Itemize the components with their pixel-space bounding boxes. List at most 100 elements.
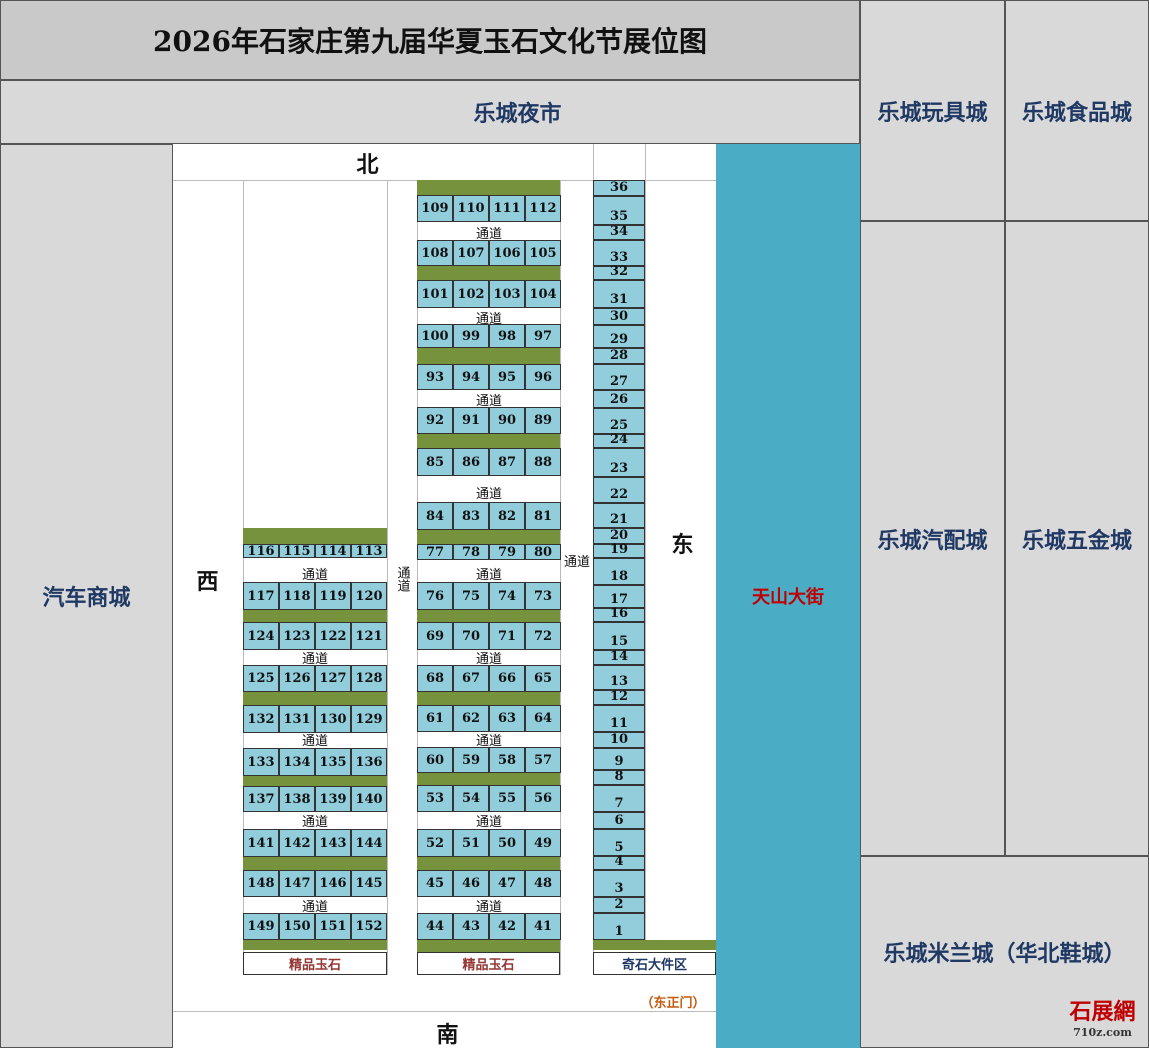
booth: 31 [593, 280, 645, 308]
green-strip [243, 857, 387, 870]
zone-label: 精品玉石 [243, 952, 387, 975]
booth: 21 [593, 503, 645, 528]
booth: 52 [417, 829, 453, 857]
booth: 115 [279, 544, 315, 559]
booth: 118 [279, 582, 315, 610]
aisle-label: 通道 [475, 311, 502, 327]
booth: 63 [489, 705, 525, 732]
booth: 89 [525, 407, 561, 434]
green-strip [243, 776, 387, 786]
booth: 3 [593, 870, 645, 897]
booth: 105 [525, 240, 561, 266]
booth: 6 [593, 812, 645, 829]
booth: 49 [525, 829, 561, 857]
booth: 45 [417, 870, 453, 897]
region-label: 乐城米兰城（华北鞋城） [860, 856, 1149, 1048]
booth: 28 [593, 348, 645, 364]
booth: 124 [243, 622, 279, 650]
booth: 25 [593, 408, 645, 434]
booth: 56 [525, 785, 561, 812]
booth: 20 [593, 528, 645, 544]
booth: 54 [453, 785, 489, 812]
booth: 77 [417, 544, 453, 560]
booth: 100 [417, 324, 453, 348]
aisle-label: 通道 [563, 554, 590, 570]
booth: 12 [593, 689, 645, 705]
aisle-label: 通道 [394, 566, 410, 592]
booth: 102 [453, 280, 489, 308]
direction-label: 西 [196, 569, 219, 595]
region-label: 乐城玩具城 [860, 0, 1005, 221]
booth: 87 [489, 448, 525, 476]
booth: 92 [417, 407, 453, 434]
booth: 47 [489, 870, 525, 897]
gate-label: （东正门） [640, 995, 706, 1011]
divider [417, 180, 418, 975]
green-strip [417, 692, 560, 705]
booth: 17 [593, 585, 645, 608]
region-label: 乐城五金城 [1005, 221, 1149, 856]
title: 2026年石家庄第九届华夏玉石文化节展位图 [0, 0, 860, 80]
booth: 127 [315, 665, 351, 692]
booth: 135 [315, 748, 351, 776]
aisle-label: 通道 [301, 567, 328, 583]
booth: 7 [593, 785, 645, 812]
booth: 129 [351, 705, 387, 733]
booth: 143 [315, 829, 351, 857]
booth: 119 [315, 582, 351, 610]
aisle-label: 通道 [475, 486, 502, 502]
region-label: 汽车商城 [0, 144, 173, 1048]
aisle-label: 通道 [475, 393, 502, 409]
booth: 13 [593, 665, 645, 690]
booth: 142 [279, 829, 315, 857]
green-strip [243, 940, 387, 950]
green-strip [417, 348, 560, 364]
booth: 91 [453, 407, 489, 434]
booth: 64 [525, 705, 561, 732]
booth: 109 [417, 195, 453, 222]
booth: 146 [315, 870, 351, 897]
booth: 66 [489, 665, 525, 692]
green-strip [417, 530, 560, 544]
booth: 107 [453, 240, 489, 266]
logo-name: 石展網 [1069, 999, 1136, 1025]
booth: 116 [243, 544, 279, 559]
booth: 139 [315, 786, 351, 812]
booth: 137 [243, 786, 279, 812]
zone-label: 精品玉石 [417, 952, 560, 975]
booth: 42 [489, 913, 525, 940]
region-label: 乐城汽配城 [860, 221, 1005, 856]
booth: 82 [489, 502, 525, 530]
booth: 73 [525, 582, 561, 610]
booth: 134 [279, 748, 315, 776]
booth: 120 [351, 582, 387, 610]
booth: 23 [593, 448, 645, 477]
booth: 104 [525, 280, 561, 308]
booth: 93 [417, 364, 453, 390]
aisle-label: 通道 [301, 733, 328, 749]
green-strip [417, 180, 560, 195]
booth: 1 [593, 913, 645, 940]
booth: 22 [593, 477, 645, 503]
booth: 43 [453, 913, 489, 940]
green-strip [243, 610, 387, 622]
booth: 141 [243, 829, 279, 857]
direction-label: 南 [436, 1022, 459, 1048]
booth: 103 [489, 280, 525, 308]
booth: 78 [453, 544, 489, 560]
booth: 121 [351, 622, 387, 650]
booth: 96 [525, 364, 561, 390]
aisle-label: 通道 [475, 226, 502, 242]
booth: 85 [417, 448, 453, 476]
booth: 46 [453, 870, 489, 897]
booth: 33 [593, 240, 645, 266]
divider [560, 180, 561, 975]
booth: 15 [593, 622, 645, 650]
green-strip [417, 940, 560, 952]
logo-url: 710z.com [1073, 1025, 1132, 1039]
booth: 35 [593, 196, 645, 225]
booth: 79 [489, 544, 525, 560]
booth: 19 [593, 542, 645, 558]
aisle-label: 通道 [301, 814, 328, 830]
